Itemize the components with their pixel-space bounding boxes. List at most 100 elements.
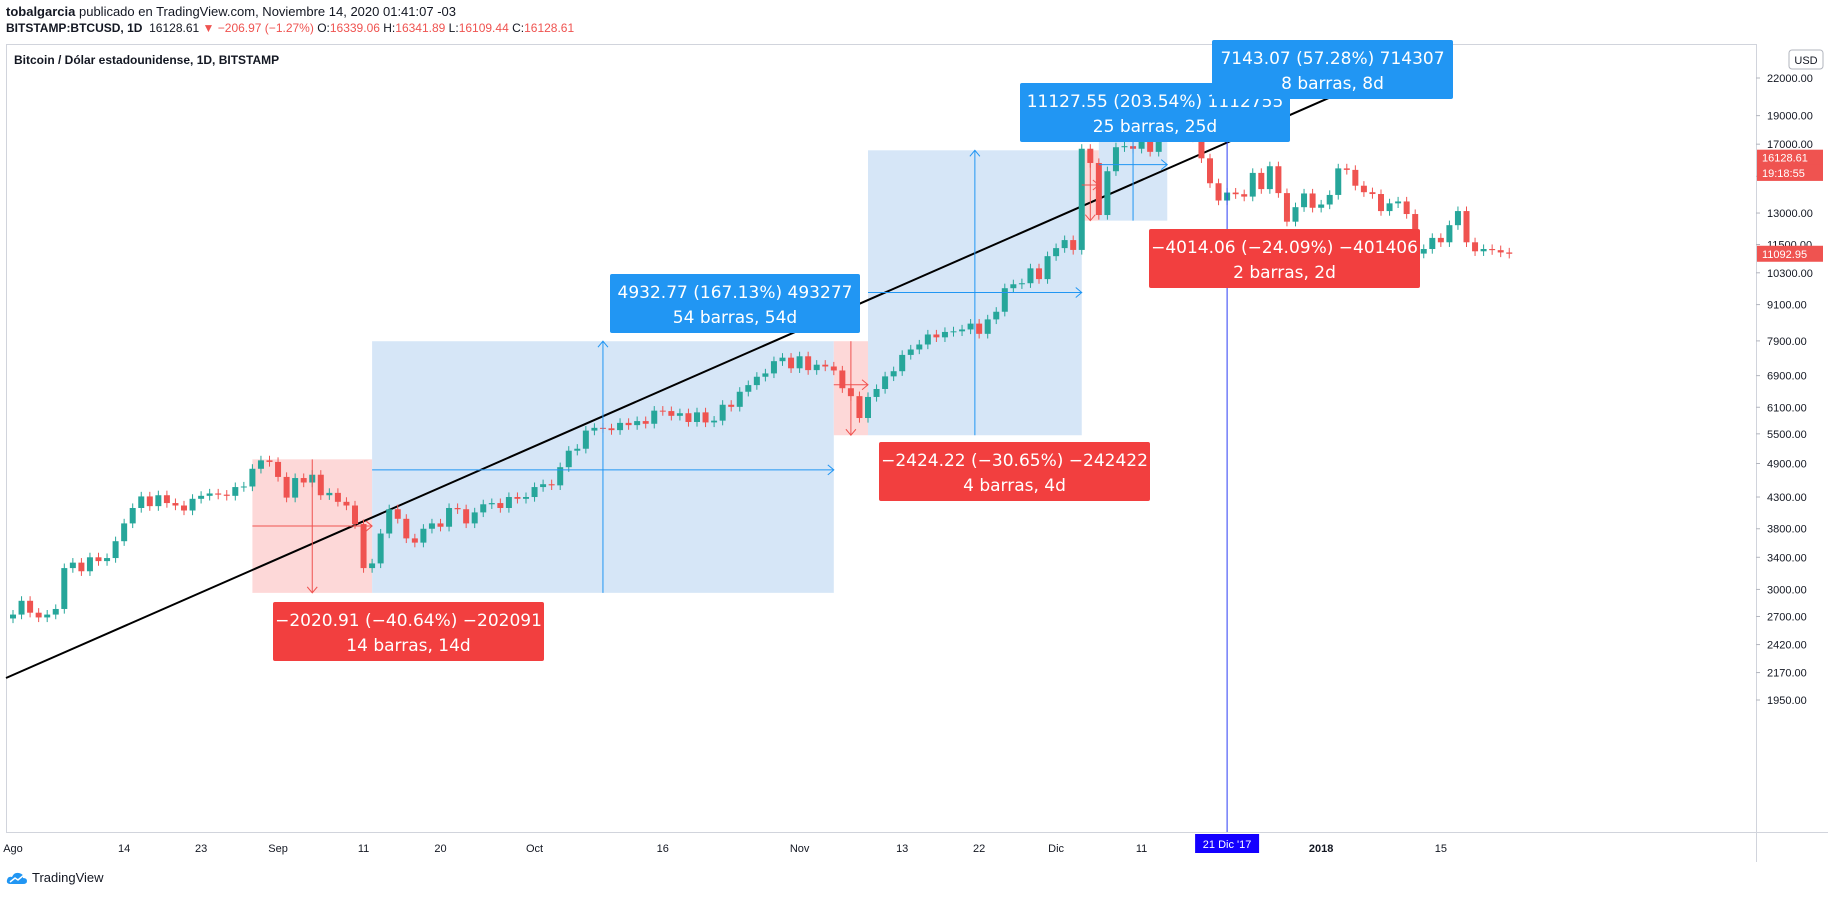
candle	[591, 427, 598, 431]
open-label: O:	[317, 21, 330, 35]
arrow-icon	[1084, 214, 1096, 222]
candle	[78, 562, 85, 572]
candle	[762, 373, 769, 377]
candle	[240, 486, 247, 488]
candle	[198, 495, 205, 499]
candle	[334, 492, 341, 502]
candle	[582, 430, 589, 449]
last-price: 16128.61	[149, 21, 200, 35]
candle	[1001, 288, 1008, 312]
x-tick-label: Oct	[526, 843, 543, 855]
candle	[428, 523, 435, 529]
publish-info: tobalgarcia publicado en TradingView.com…	[6, 4, 456, 19]
x-tick-label: 23	[195, 843, 207, 855]
candle	[1147, 133, 1154, 152]
candle	[933, 334, 940, 338]
candle	[394, 509, 401, 519]
trend-line	[5, 85, 1356, 679]
candle	[411, 538, 418, 543]
candle	[548, 484, 555, 486]
candle	[1249, 172, 1256, 197]
candle	[531, 487, 538, 498]
candle	[1104, 171, 1111, 216]
candle	[18, 600, 25, 615]
candle	[266, 460, 273, 462]
candle	[1318, 204, 1325, 208]
candle	[1207, 158, 1213, 184]
low-label: L:	[448, 21, 459, 35]
candle	[1497, 250, 1504, 253]
candle	[1121, 146, 1128, 148]
candle	[488, 503, 495, 505]
candle	[1352, 169, 1359, 186]
candle	[1335, 168, 1342, 195]
candle	[1010, 284, 1017, 289]
candle	[1386, 203, 1393, 212]
candle	[1070, 240, 1077, 250]
x-tick-label: Ago	[3, 843, 23, 855]
candle	[984, 319, 991, 334]
symbol-label: BITSTAMP:BTCUSD, 1D	[6, 21, 143, 35]
measure-label-bars: 2 barras, 2d	[1233, 263, 1336, 283]
candle	[540, 484, 547, 488]
candle	[497, 503, 504, 508]
candle	[779, 357, 786, 362]
x-tick-label: Nov	[790, 843, 810, 855]
y-tick-label: 6900.00	[1767, 371, 1807, 383]
candle	[1292, 207, 1299, 222]
candle	[685, 413, 692, 422]
candle	[899, 354, 906, 372]
candle	[1395, 201, 1402, 204]
low-value: 16109.44	[458, 21, 509, 35]
candle	[1403, 201, 1410, 215]
candle	[574, 448, 581, 451]
tradingview-logo[interactable]: TradingView	[6, 870, 104, 885]
candle	[1446, 225, 1453, 243]
x-tick-label: 2018	[1309, 843, 1333, 855]
ohlc-legend: BITSTAMP:BTCUSD, 1D 16128.61 ▼ −206.97 (…	[6, 21, 574, 35]
candle	[950, 331, 957, 333]
candle	[86, 557, 93, 572]
cloud-logo-icon	[6, 872, 27, 884]
candle	[625, 422, 632, 426]
y-tick-label: 10300.00	[1767, 268, 1813, 280]
candle	[1420, 249, 1427, 254]
candle	[976, 323, 983, 334]
candle	[813, 364, 820, 371]
publish-text: publicado en TradingView.com, Noviembre …	[78, 4, 456, 19]
candle	[617, 422, 624, 431]
x-tick-label: Sep	[268, 843, 288, 855]
candle	[386, 509, 393, 534]
candle	[454, 507, 461, 510]
y-tick-label: 6100.00	[1767, 402, 1807, 414]
candle	[172, 503, 179, 506]
candle	[565, 450, 572, 468]
arrow-icon	[1160, 159, 1169, 170]
author-name[interactable]: tobalgarcia	[6, 4, 76, 19]
candle	[1018, 283, 1025, 285]
candle	[1480, 249, 1487, 252]
measure-label-change: 7143.07 (57.28%) 714307	[1220, 49, 1444, 69]
price-label-text: 19:18:55	[1762, 168, 1805, 180]
y-tick-label: 13000.00	[1767, 208, 1813, 220]
y-tick-label: 5500.00	[1767, 429, 1807, 441]
candle	[608, 428, 615, 431]
currency-badge[interactable]	[1788, 49, 1824, 70]
arrow-icon	[365, 520, 373, 532]
candle	[223, 494, 230, 496]
high-label: H:	[383, 21, 396, 35]
arrow-icon	[597, 340, 609, 348]
candle	[61, 568, 68, 609]
price-label-box	[1757, 149, 1823, 166]
x-tick-label: 22	[973, 843, 985, 855]
y-tick-label: 4300.00	[1767, 492, 1807, 504]
candle	[505, 497, 512, 508]
arrow-icon	[1075, 287, 1083, 298]
x-tick-label: 13	[896, 843, 908, 855]
candle	[1369, 192, 1376, 195]
candle	[1489, 249, 1496, 251]
candle	[369, 563, 376, 569]
arrow-icon	[969, 149, 981, 157]
candle	[1283, 193, 1290, 222]
